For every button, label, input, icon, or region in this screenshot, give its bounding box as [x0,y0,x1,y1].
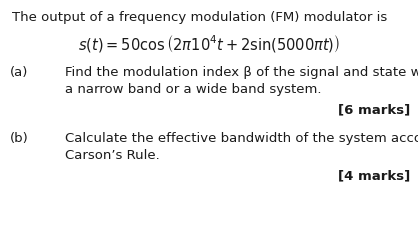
Text: The output of a frequency modulation (FM) modulator is: The output of a frequency modulation (FM… [12,11,387,24]
Text: Find the modulation index β of the signal and state whether this is: Find the modulation index β of the signa… [65,66,418,79]
Text: Calculate the effective bandwidth of the system according to: Calculate the effective bandwidth of the… [65,132,418,145]
Text: $s(t) = 50\cos\left(2\pi 10^4 t + 2\sin(5000\pi t)\right)$: $s(t) = 50\cos\left(2\pi 10^4 t + 2\sin(… [78,33,340,54]
Text: (a): (a) [10,66,28,79]
Text: Carson’s Rule.: Carson’s Rule. [65,149,160,162]
Text: a narrow band or a wide band system.: a narrow band or a wide band system. [65,83,321,96]
Text: (b): (b) [10,132,29,145]
Text: [4 marks]: [4 marks] [338,169,410,182]
Text: [6 marks]: [6 marks] [338,103,410,116]
